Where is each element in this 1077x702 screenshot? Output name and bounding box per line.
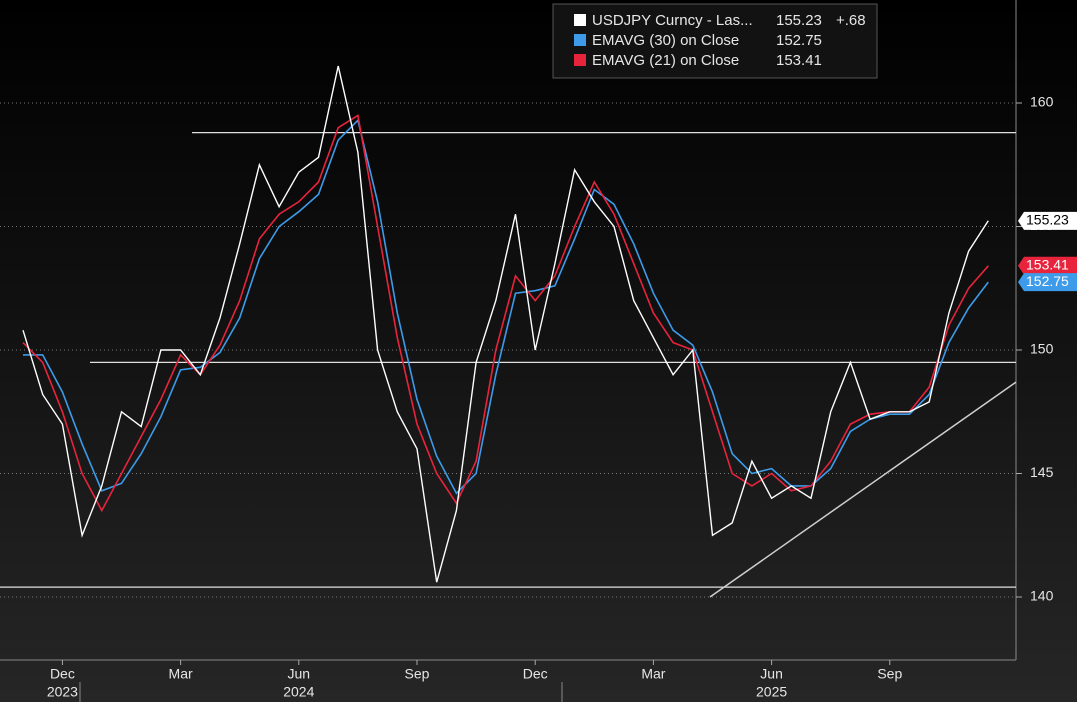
- x-tick-label: Sep: [405, 666, 430, 682]
- x-tick-label: Mar: [641, 666, 665, 682]
- y-tick-label: 150: [1030, 341, 1054, 357]
- legend-box: [552, 3, 878, 79]
- series-line: [23, 118, 989, 495]
- value-tag: [1018, 256, 1077, 275]
- x-tick-label: Jun: [760, 666, 783, 682]
- x-tick-label: Jun: [288, 666, 311, 682]
- legend-value: 152.75: [776, 32, 822, 49]
- x-tick-label: Dec: [50, 666, 75, 682]
- trendline: [709, 381, 1017, 598]
- legend: USDJPY Curncy - Las... 155.23 +.68 EMAVG (3…: [552, 3, 878, 79]
- series-line: [22, 65, 989, 583]
- legend-value: 153.41: [776, 52, 822, 69]
- legend-swatch: [574, 34, 586, 46]
- x-year-label: 2025: [756, 684, 787, 700]
- legend-name: EMAVG (21) on Close: [592, 52, 739, 69]
- x-year-label: 2023: [47, 684, 78, 700]
- x-tick-label: Dec: [523, 666, 548, 682]
- y-tick-label: 140: [1030, 588, 1054, 604]
- legend-swatch: [574, 14, 586, 26]
- value-tag-label: 152.75: [1026, 273, 1069, 289]
- x-year-label: 2024: [283, 684, 314, 700]
- y-tick-label: 160: [1030, 94, 1054, 110]
- value-tag: [1018, 211, 1077, 230]
- x-tick-label: Mar: [169, 666, 193, 682]
- value-tag-label: 155.23: [1026, 212, 1069, 228]
- legend-swatch: [574, 54, 586, 66]
- y-tick-label: 145: [1030, 464, 1054, 480]
- legend-value: 155.23: [776, 12, 822, 29]
- value-tag: [1018, 273, 1077, 292]
- x-tick-label: Sep: [877, 666, 902, 682]
- legend-change: +.68: [836, 12, 866, 29]
- value-tag-label: 153.41: [1026, 256, 1069, 272]
- legend-name: USDJPY Curncy - Las...: [592, 12, 753, 29]
- legend-name: EMAVG (30) on Close: [592, 32, 739, 49]
- series-line: [22, 114, 989, 513]
